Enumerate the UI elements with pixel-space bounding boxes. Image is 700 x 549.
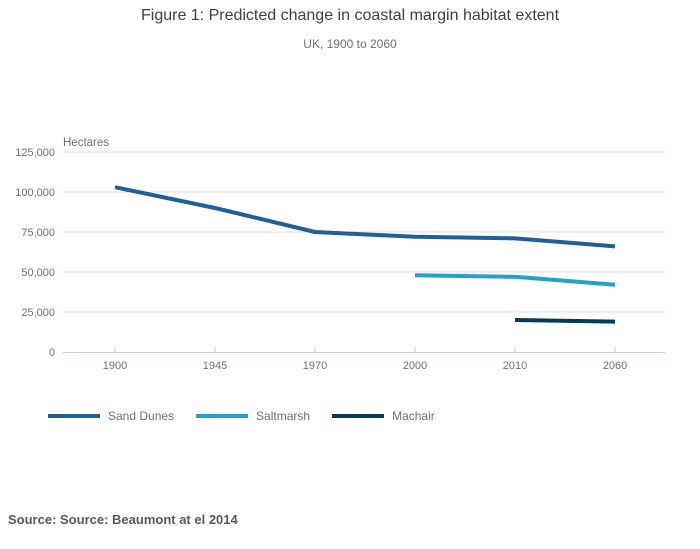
legend-label-saltmarsh: Saltmarsh bbox=[256, 409, 311, 423]
y-axis-title: Hectares bbox=[63, 137, 109, 149]
legend-item-sand-dunes: Sand Dunes bbox=[48, 409, 174, 423]
chart-legend: Sand Dunes Saltmarsh Machair bbox=[48, 409, 435, 423]
x-tick-label: 1970 bbox=[303, 360, 327, 372]
source-text: Source: Source: Beaumont at el 2014 bbox=[8, 512, 238, 527]
chart-subtitle: UK, 1900 to 2060 bbox=[303, 37, 397, 51]
y-tick-label: 75,000 bbox=[21, 227, 55, 239]
x-tick-label: 2010 bbox=[503, 360, 527, 372]
legend-item-saltmarsh: Saltmarsh bbox=[196, 409, 310, 423]
series-line-saltmarsh bbox=[414, 273, 616, 287]
legend-label-machair: Machair bbox=[392, 409, 435, 423]
x-tick-label: 1945 bbox=[203, 360, 227, 372]
legend-swatch-sand-dunes bbox=[48, 414, 100, 418]
chart-plot-area: 0 25,000 50,000 75,000 100,000 125,000 Hectare… bbox=[15, 137, 665, 372]
series-line-machair bbox=[514, 318, 616, 324]
y-tick-label: 25,000 bbox=[21, 307, 55, 319]
x-tick-label: 2000 bbox=[403, 360, 427, 372]
x-tick-label: 2060 bbox=[603, 360, 627, 372]
legend-item-machair: Machair bbox=[332, 409, 435, 423]
y-tick-label: 0 bbox=[49, 347, 55, 359]
legend-label-sand-dunes: Sand Dunes bbox=[108, 409, 175, 423]
y-tick-label: 100,000 bbox=[15, 187, 55, 199]
y-tick-label: 50,000 bbox=[21, 267, 55, 279]
legend-swatch-machair bbox=[332, 414, 385, 418]
x-tick-label: 1900 bbox=[103, 360, 127, 372]
chart-title: Figure 1: Predicted change in coastal ma… bbox=[140, 7, 560, 24]
legend-swatch-saltmarsh bbox=[196, 414, 249, 418]
y-tick-label: 125,000 bbox=[15, 147, 55, 159]
series-line-sand-dunes bbox=[114, 185, 616, 249]
